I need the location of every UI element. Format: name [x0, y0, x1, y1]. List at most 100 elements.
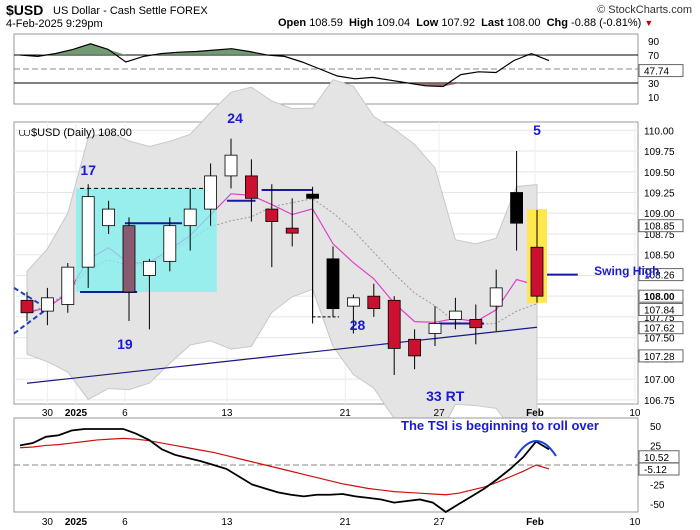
datetime: 4-Feb-2025 9:29pm — [6, 18, 103, 30]
rsi-tick-label: 10 — [648, 93, 660, 104]
candle-body — [81, 196, 95, 268]
rsi-overbought-fill — [20, 43, 549, 55]
price-tick-label: 107.75 — [644, 313, 675, 324]
tsi-x-tick: 13 — [221, 517, 233, 528]
candle-body — [408, 338, 422, 357]
price-badge-box — [638, 321, 684, 335]
price-annotation: 33 RT — [426, 388, 465, 404]
ohlc-readout: Open 108.59 High 109.04 Low 107.92 Last … — [278, 17, 653, 29]
candle-body — [489, 287, 503, 307]
price-badge-box — [638, 268, 684, 282]
sma-line — [26, 326, 538, 384]
price-badge: 108.00 — [644, 292, 675, 303]
header-symbol: $USD — [6, 2, 43, 18]
price-annotation: 5 — [533, 122, 541, 138]
tsi-line — [19, 428, 550, 514]
price-x-tick: 2025 — [65, 408, 88, 419]
tsi-badge: 10.52 — [644, 453, 669, 464]
price-tick-label: 110.00 — [644, 126, 674, 137]
candle-body — [244, 175, 258, 199]
candle-body — [163, 225, 177, 262]
price-x-tick: 30 — [42, 408, 54, 419]
exchange: FOREX — [169, 5, 208, 17]
low-value: 107.92 — [441, 17, 475, 29]
price-title: $USD (Daily) 108.00 — [31, 127, 132, 139]
price-annotation: 24 — [227, 110, 243, 126]
candle-body — [265, 208, 279, 222]
open-label: Open — [278, 17, 307, 29]
price-panel: 110.00109.75109.50109.25109.00108.75108.… — [13, 79, 684, 445]
tsi-annotation: The TSI is beginning to roll over — [401, 418, 599, 433]
chg-label: Chg — [546, 17, 568, 29]
high-label: High — [348, 17, 374, 29]
tsi-x-tick: 2025 — [65, 517, 88, 528]
price-badge: 108.85 — [644, 222, 675, 233]
brand: © StockCharts.com — [597, 4, 692, 16]
price-tick-label: 108.50 — [644, 251, 675, 262]
candle-body — [102, 208, 115, 227]
price-badge-box — [638, 289, 684, 303]
candle-body — [469, 318, 483, 329]
candle-body — [142, 260, 156, 276]
down-triangle-icon: ▼ — [644, 18, 654, 28]
header-name: US Dollar - Cash Settle FOREX — [53, 5, 208, 17]
price-tick-label: 107.50 — [644, 334, 675, 345]
tsi-x-tick: 30 — [42, 517, 54, 528]
price-badge: 107.28 — [644, 352, 675, 363]
open-value: 108.59 — [309, 17, 343, 29]
candle-body — [122, 225, 136, 293]
candle-body — [346, 297, 360, 307]
candle-body — [387, 299, 401, 349]
price-annotation: 28 — [350, 317, 366, 333]
price-badge-box — [638, 219, 684, 233]
price-annotation: 17 — [80, 162, 96, 178]
symbol: $USD — [6, 2, 44, 18]
candle-body — [448, 310, 462, 320]
tsi-tick-label: -50 — [650, 500, 665, 511]
rsi-badge-box — [638, 64, 684, 78]
tsi-x-tick: 6 — [122, 517, 128, 528]
candle-body — [20, 299, 34, 314]
tsi-tick-label: 50 — [650, 422, 662, 433]
price-badge: 108.26 — [644, 271, 675, 282]
price-x-tick: 6 — [122, 408, 128, 419]
low-label: Low — [416, 17, 439, 29]
chg-value: -0.88 (-0.81%) — [571, 17, 642, 29]
price-tick-label: 107.00 — [644, 375, 675, 386]
last-label: Last — [481, 17, 504, 29]
tsi-tick-label: 25 — [650, 441, 662, 452]
high-value: 109.04 — [376, 17, 411, 29]
candle-body — [326, 258, 340, 310]
price-tick-label: 109.75 — [644, 147, 675, 158]
instrument-name: US Dollar - Cash Settle — [53, 5, 167, 17]
tsi-x-tick: Feb — [526, 517, 544, 528]
candle-body — [183, 208, 197, 227]
price-x-tick: 13 — [221, 408, 233, 419]
price-x-tick: 21 — [340, 408, 352, 419]
price-annotation: 19 — [117, 336, 133, 352]
price-title-icon: ⩊ — [19, 127, 30, 139]
price-tick-label: 109.50 — [644, 168, 675, 179]
candle-body — [41, 297, 54, 312]
rsi-tick-label: 70 — [648, 51, 660, 62]
tsi-x-tick: 10 — [629, 517, 641, 528]
candle-body — [61, 266, 75, 305]
tsi-badge: -5.12 — [644, 465, 667, 476]
rsi-tick-label: 30 — [648, 79, 660, 90]
tsi-x-tick: 21 — [340, 517, 352, 528]
price-tick-label: 106.75 — [644, 396, 675, 407]
tsi-signal-line — [19, 437, 550, 496]
price-x-tick: 27 — [434, 408, 446, 419]
rsi-line — [19, 43, 550, 88]
rsi-tick-label: 90 — [648, 37, 660, 48]
candle-body — [204, 175, 218, 210]
candle-body — [428, 323, 442, 334]
rollover-arc — [514, 440, 557, 459]
price-x-tick: 10 — [629, 408, 641, 419]
consolidation-box — [75, 188, 217, 293]
price-x-tick: Feb — [526, 408, 544, 419]
tsi-x-tick: 27 — [434, 517, 446, 528]
rsi-last-value: 47.74 — [644, 67, 669, 78]
